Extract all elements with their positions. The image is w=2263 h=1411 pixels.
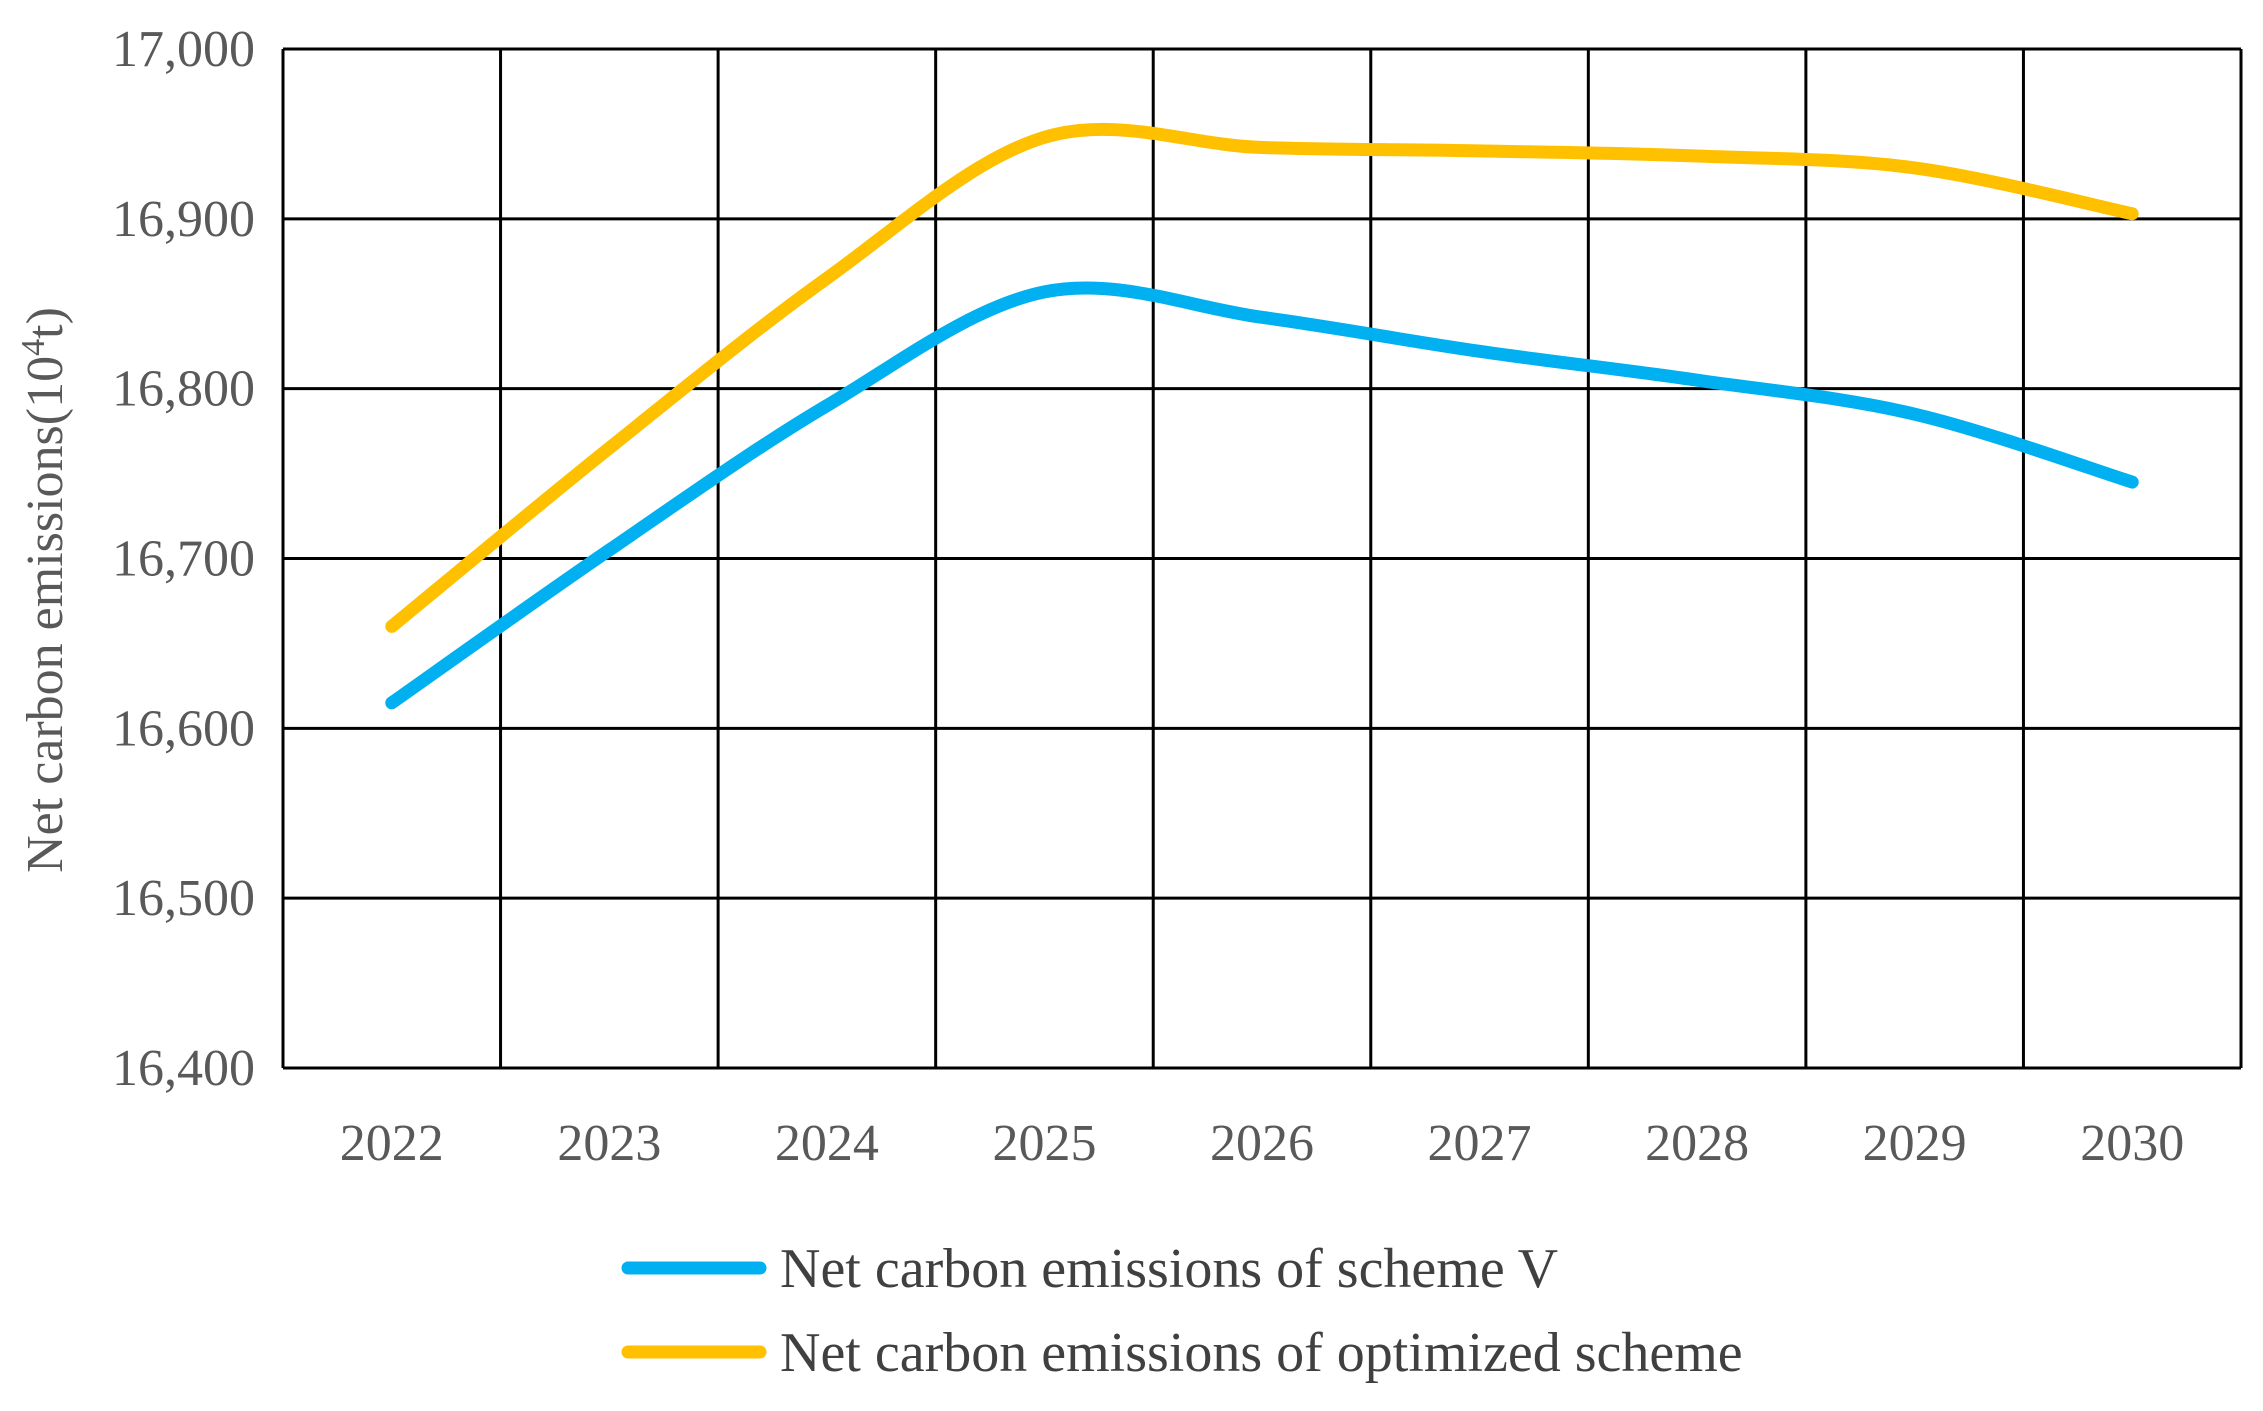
y-tick-label: 16,700 xyxy=(112,531,255,588)
legend-label-2: Net carbon emissions of optimized scheme xyxy=(780,1322,1743,1384)
y-axis-label: Net carbon emissions(104t) xyxy=(15,307,74,873)
x-tick-label: 2023 xyxy=(557,1115,661,1172)
x-axis-ticks: 2022 2023 2024 2025 2026 2027 2028 2029 2030 xyxy=(340,1115,2184,1172)
y-tick-label: 16,900 xyxy=(112,191,255,248)
x-tick-label: 2028 xyxy=(1645,1115,1749,1172)
x-tick-label: 2030 xyxy=(2080,1115,2184,1172)
y-axis-ticks: 16,400 16,500 16,600 16,700 16,800 16,900 17,0… xyxy=(112,21,255,1097)
y-tick-label: 16,600 xyxy=(112,700,255,757)
y-tick-label: 16,400 xyxy=(112,1040,255,1097)
y-tick-label: 17,000 xyxy=(112,21,255,78)
series-lines xyxy=(385,122,2139,710)
x-tick-label: 2029 xyxy=(1863,1115,1967,1172)
x-tick-label: 2026 xyxy=(1210,1115,1314,1172)
series-line-2 xyxy=(385,122,2139,633)
x-tick-label: 2025 xyxy=(992,1115,1096,1172)
y-tick-label: 16,500 xyxy=(112,870,255,927)
series-line-1 xyxy=(385,281,2139,710)
legend-label-1: Net carbon emissions of scheme V xyxy=(780,1238,1558,1300)
x-tick-label: 2022 xyxy=(340,1115,444,1172)
x-tick-label: 2024 xyxy=(775,1115,879,1172)
y-tick-label: 16,800 xyxy=(112,361,255,418)
legend: Net carbon emissions of scheme V Net carb… xyxy=(621,1238,1743,1384)
x-tick-label: 2027 xyxy=(1428,1115,1532,1172)
grid xyxy=(281,47,2243,1070)
